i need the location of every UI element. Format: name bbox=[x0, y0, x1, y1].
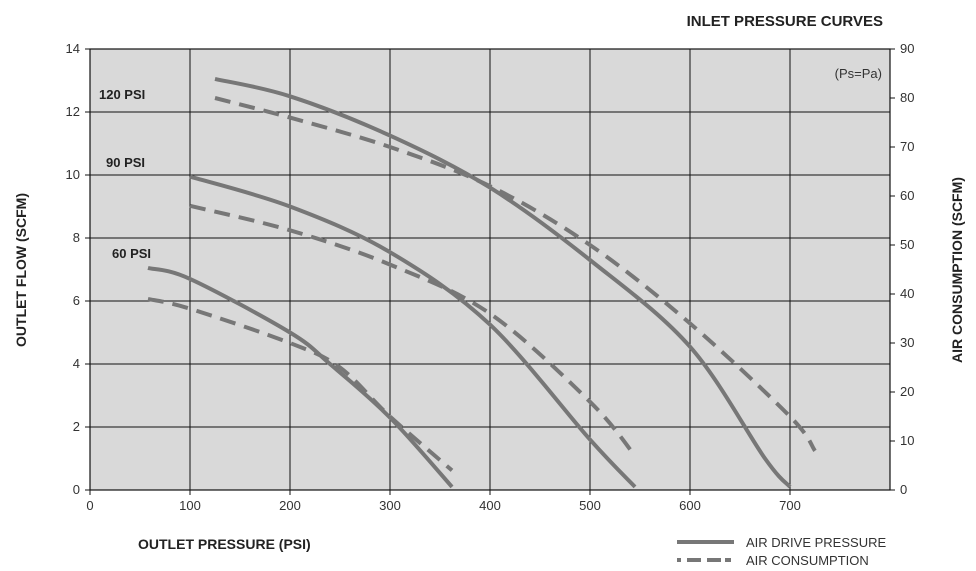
x-tick-label: 600 bbox=[679, 498, 701, 513]
legend-label-air-consumption: AIR CONSUMPTION bbox=[746, 553, 869, 568]
x-tick-label: 200 bbox=[279, 498, 301, 513]
y-tick-label: 0 bbox=[73, 482, 80, 497]
legend-label-air-drive-pressure: AIR DRIVE PRESSURE bbox=[746, 535, 886, 550]
y-tick-label: 12 bbox=[66, 104, 80, 119]
series-lines bbox=[147, 76, 817, 489]
series-label-120-psi: 120 PSI bbox=[99, 87, 145, 102]
y2-tick-label: 50 bbox=[900, 237, 914, 252]
x-tick-label: 100 bbox=[179, 498, 201, 513]
y-tick-label: 6 bbox=[73, 293, 80, 308]
y-tick-label: 14 bbox=[66, 41, 80, 56]
series-label-60-psi: 60 PSI bbox=[112, 246, 151, 261]
series-line-60-psi-air-drive-pressure bbox=[147, 265, 454, 489]
y-tick-label: 10 bbox=[66, 167, 80, 182]
x-tick-label: 300 bbox=[379, 498, 401, 513]
y2-tick-label: 20 bbox=[900, 384, 914, 399]
x-tick-label: 700 bbox=[779, 498, 801, 513]
y2-tick-label: 80 bbox=[900, 90, 914, 105]
pressure-note: (Ps=Pa) bbox=[835, 66, 882, 81]
y2-tick-label: 70 bbox=[900, 139, 914, 154]
x-tick-label: 400 bbox=[479, 498, 501, 513]
x-tick-label: 500 bbox=[579, 498, 601, 513]
y-tick-label: 4 bbox=[73, 356, 80, 371]
y2-tick-label: 60 bbox=[900, 188, 914, 203]
x-tick-label: 0 bbox=[86, 498, 93, 513]
y2-tick-label: 90 bbox=[900, 41, 914, 56]
chart-title: INLET PRESSURE CURVES bbox=[687, 13, 883, 30]
tick-labels: 0 100 200 300 400 500 600 700 0 2 4 6 8 10 12 14 0 10 20 30… bbox=[66, 41, 915, 513]
y-tick-label: 8 bbox=[73, 230, 80, 245]
series-line-120-psi-air-consumption bbox=[214, 96, 817, 452]
series-line-90-psi-air-consumption bbox=[189, 203, 637, 457]
y2-axis-title: AIR CONSUMPTION (SCFM) bbox=[949, 177, 965, 363]
x-axis-title: OUTLET PRESSURE (PSI) bbox=[138, 536, 311, 552]
series-label-90-psi: 90 PSI bbox=[106, 155, 145, 170]
y2-tick-label: 30 bbox=[900, 335, 914, 350]
y2-tick-label: 10 bbox=[900, 433, 914, 448]
y-tick-label: 2 bbox=[73, 419, 80, 434]
series-line-120-psi-air-drive-pressure bbox=[214, 76, 792, 489]
y2-tick-label: 0 bbox=[900, 482, 907, 497]
legend: AIR DRIVE PRESSURE AIR CONSUMPTION bbox=[677, 535, 886, 568]
y-axis-title: OUTLET FLOW (SCFM) bbox=[13, 193, 29, 347]
series-line-60-psi-air-consumption bbox=[147, 296, 454, 472]
y2-tick-label: 40 bbox=[900, 286, 914, 301]
